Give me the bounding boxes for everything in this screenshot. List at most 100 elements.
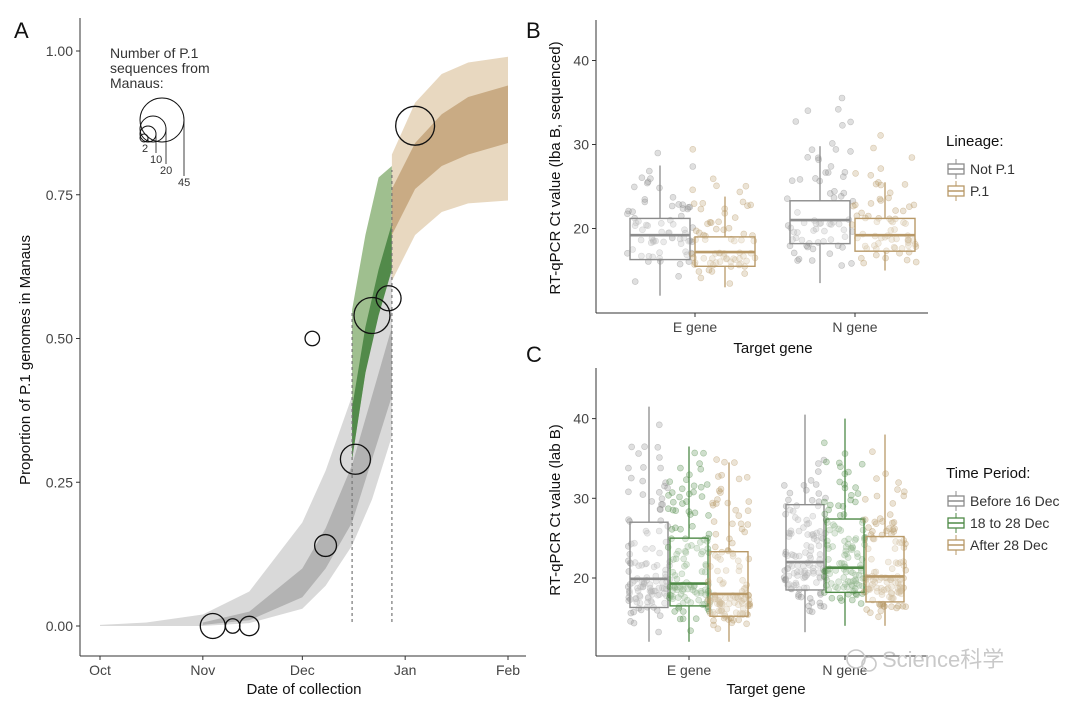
jitter-point bbox=[841, 233, 849, 240]
box bbox=[629, 521, 669, 609]
jitter-point bbox=[636, 593, 644, 601]
jitter-point bbox=[640, 464, 647, 471]
jitter-point bbox=[808, 599, 816, 606]
jitter-point bbox=[895, 479, 902, 486]
jitter-point bbox=[692, 227, 700, 235]
legend-item-label: After 28 Dec bbox=[970, 537, 1048, 553]
jitter-point bbox=[730, 237, 738, 245]
jitter-point bbox=[689, 146, 697, 153]
jitter-point bbox=[739, 198, 747, 206]
jitter-point bbox=[658, 584, 666, 592]
jitter-point bbox=[830, 521, 837, 529]
size-legend-label: 10 bbox=[150, 154, 162, 166]
jitter-point bbox=[891, 226, 898, 233]
jitter-point bbox=[708, 255, 716, 262]
jitter-point bbox=[790, 228, 798, 236]
jitter-point bbox=[794, 229, 801, 236]
jitter-point bbox=[741, 528, 749, 536]
jitter-point bbox=[852, 571, 859, 579]
jitter-point bbox=[905, 242, 912, 250]
jitter-point bbox=[731, 256, 739, 264]
jitter-point bbox=[624, 210, 631, 218]
jitter-point bbox=[625, 464, 632, 472]
jitter-point bbox=[841, 580, 849, 588]
y-tick-label: 20 bbox=[573, 221, 589, 237]
jitter-point bbox=[640, 580, 648, 588]
panel-b-axes: 20 30 40 E gene N gene bbox=[573, 20, 928, 335]
jitter-point bbox=[645, 167, 653, 175]
jitter-point bbox=[705, 601, 713, 609]
jitter-point bbox=[890, 243, 898, 251]
y-tick-label: 30 bbox=[573, 490, 589, 506]
jitter-point bbox=[794, 209, 801, 216]
jitter-point bbox=[809, 245, 817, 253]
panel-label-b: B bbox=[526, 18, 541, 43]
jitter-point bbox=[847, 148, 854, 155]
jitter-point bbox=[877, 132, 884, 139]
jitter-point bbox=[632, 595, 639, 603]
jitter-point bbox=[743, 257, 750, 265]
size-legend-circle bbox=[139, 115, 167, 143]
jitter-point bbox=[822, 169, 830, 176]
jitter-point bbox=[655, 628, 662, 636]
jitter-point bbox=[794, 572, 801, 579]
jitter-point bbox=[838, 94, 846, 102]
jitter-point bbox=[880, 586, 888, 594]
jitter-point bbox=[697, 483, 705, 491]
panel-c-xlabel: Target gene bbox=[726, 681, 805, 698]
panel-c-legend: Time Period: Before 16 Dec 18 to 28 Dec Aft… bbox=[946, 465, 1060, 555]
jitter-point bbox=[900, 219, 907, 226]
jitter-point bbox=[680, 585, 687, 593]
jitter-point bbox=[716, 258, 724, 266]
jitter-point bbox=[821, 510, 829, 518]
jitter-point bbox=[801, 573, 809, 581]
jitter-point bbox=[710, 621, 717, 629]
jitter-point bbox=[800, 481, 808, 489]
jitter-point bbox=[816, 528, 824, 535]
jitter-point bbox=[867, 584, 875, 592]
jitter-point bbox=[743, 473, 751, 481]
x-tick-label: Feb bbox=[496, 662, 520, 678]
jitter-point bbox=[872, 568, 880, 576]
jitter-point bbox=[835, 578, 842, 586]
jitter-point bbox=[849, 202, 857, 210]
jitter-point bbox=[693, 544, 701, 552]
jitter-point bbox=[710, 617, 717, 624]
jitter-point bbox=[809, 530, 817, 538]
jitter-point bbox=[815, 460, 822, 467]
panel-label-a: A bbox=[14, 18, 29, 43]
jitter-point bbox=[877, 197, 885, 204]
jitter-point bbox=[880, 603, 888, 610]
x-tick-label: E gene bbox=[673, 319, 718, 335]
jitter-point bbox=[710, 518, 718, 525]
jitter-point bbox=[866, 609, 874, 617]
jitter-point bbox=[635, 562, 643, 570]
jitter-point bbox=[689, 522, 696, 530]
jitter-point bbox=[714, 625, 722, 633]
jitter-point bbox=[674, 594, 682, 601]
jitter-point bbox=[815, 569, 823, 577]
jitter-point bbox=[871, 578, 879, 586]
jitter-point bbox=[890, 519, 898, 526]
jitter-point bbox=[717, 489, 724, 496]
jitter-point bbox=[717, 599, 724, 606]
jitter-point bbox=[804, 243, 811, 251]
y-tick-label: 20 bbox=[573, 570, 589, 586]
jitter-point bbox=[854, 490, 862, 497]
jitter-point bbox=[872, 251, 880, 259]
jitter-point bbox=[808, 531, 816, 539]
jitter-point bbox=[686, 511, 694, 518]
jitter-point bbox=[671, 608, 679, 615]
jitter-point bbox=[843, 583, 851, 591]
jitter-point bbox=[804, 154, 812, 161]
jitter-point bbox=[810, 532, 818, 540]
jitter-point bbox=[847, 496, 855, 504]
box bbox=[709, 550, 749, 617]
jitter-point bbox=[639, 583, 647, 590]
jitter-point bbox=[742, 182, 750, 190]
jitter-point bbox=[668, 489, 676, 496]
jitter-point bbox=[706, 219, 714, 226]
jitter-point bbox=[679, 201, 687, 208]
jitter-point bbox=[837, 193, 845, 200]
jitter-point bbox=[790, 582, 798, 589]
